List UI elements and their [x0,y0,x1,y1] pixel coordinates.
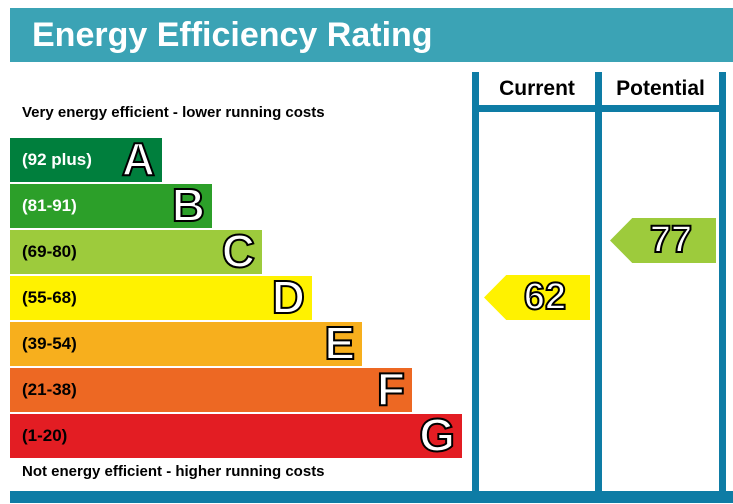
band-row-D: (55-68) D [10,271,312,324]
band-range-label-E: (39-54) [22,334,77,353]
band-letter-F: F [376,363,406,416]
column-border-right [719,72,726,491]
column-border-left [472,72,479,491]
band-range-label-C: (69-80) [22,242,77,261]
band-letter-E: E [323,317,356,370]
band-letter-G: G [418,409,456,462]
band-letter-C: C [221,225,256,278]
band-row-G: (1-20) G [10,409,462,462]
caption-bottom: Not energy efficient - higher running co… [22,463,325,480]
caption-top: Very energy efficient - lower running co… [22,104,325,121]
band-row-B: (81-91) B [10,179,212,232]
column-header-potential: Potential [616,77,705,100]
band-row-C: (69-80) C [10,225,262,278]
title-bar: Energy Efficiency Rating [10,8,733,62]
band-letter-B: B [171,179,206,232]
column-header-current: Current [499,77,575,100]
column-header-underline [472,105,726,112]
bottom-border-bar [10,491,733,503]
band-row-F: (21-38) F [10,363,412,416]
band-range-label-G: (1-20) [22,426,68,445]
band-row-A: (92 plus) A [10,133,162,186]
band-range-label-D: (55-68) [22,288,77,307]
band-range-label-F: (21-38) [22,380,77,399]
current-rating-value: 62 [523,275,567,319]
band-range-label-A: (92 plus) [22,150,92,169]
page-title: Energy Efficiency Rating [32,16,433,54]
current-rating-arrow: 62 [484,275,590,320]
column-divider [595,72,602,491]
band-letter-A: A [121,133,156,186]
band-range-label-B: (81-91) [22,196,77,215]
potential-rating-arrow: 77 [610,218,716,263]
band-row-E: (39-54) E [10,317,362,370]
band-letter-D: D [271,271,306,324]
potential-rating-value: 77 [649,218,693,262]
